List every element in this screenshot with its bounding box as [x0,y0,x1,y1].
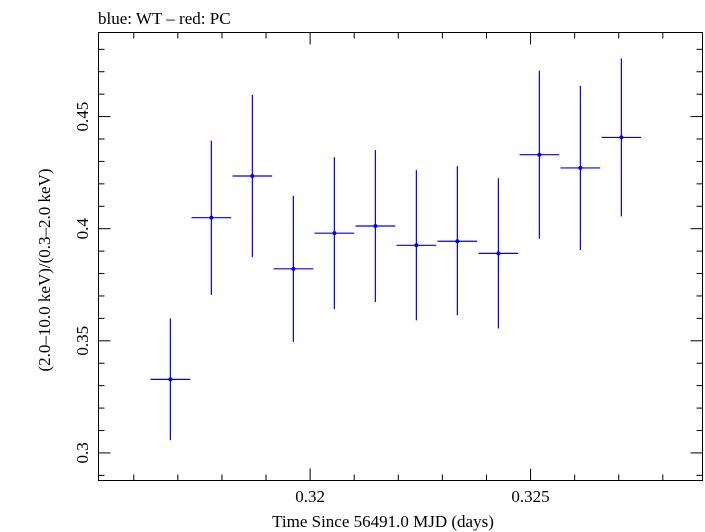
data-point [478,178,519,329]
data-point [601,58,642,217]
y-axis-label: (2.0–10.0 keV)/(0.3–2.0 keV) [35,168,54,371]
data-point [191,140,232,295]
data-marker [537,152,542,157]
data-marker [619,135,624,140]
data-marker [414,243,419,248]
y-tick-label: 0.45 [73,102,92,132]
data-marker [373,224,378,229]
data-marker [291,266,296,271]
data-point [437,166,478,316]
data-marker [496,251,501,256]
y-tick-label: 0.3 [73,442,92,463]
data-point [519,70,560,239]
data-points [150,58,642,441]
data-point [314,157,355,310]
axis-ticks [98,32,703,481]
data-point [355,149,396,303]
data-marker [168,377,173,382]
data-marker [209,215,214,220]
x-tick-label: 0.32 [295,487,325,506]
data-marker [455,239,460,244]
x-axis-label: Time Since 56491.0 MJD (days) [272,512,494,531]
axis-tick-labels: 0.3 0.35 0.4 0.45 0.32 0.325 [73,102,550,506]
data-marker [578,165,583,170]
y-tick-label: 0.35 [73,326,92,356]
chart-title: blue: WT – red: PC [98,9,231,28]
data-point [232,94,273,258]
y-tick-label: 0.4 [73,218,92,240]
data-point [560,85,601,250]
data-point [396,170,437,321]
data-point [273,195,314,342]
data-marker [332,231,337,236]
data-marker [250,174,255,179]
plot-frame [98,32,703,481]
x-tick-label: 0.325 [511,487,549,506]
data-point [150,318,191,441]
